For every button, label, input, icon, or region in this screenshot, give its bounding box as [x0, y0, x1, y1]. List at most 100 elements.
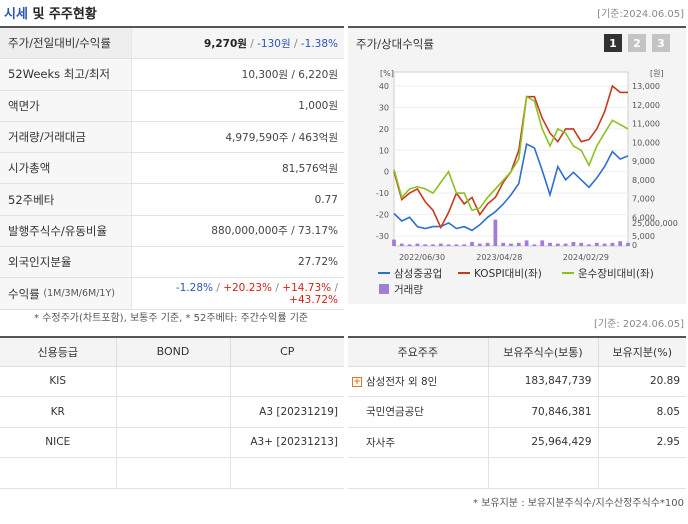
- return-3m: +20.23%: [223, 281, 273, 294]
- returns-row: 수익률 (1M/3M/6M/1Y) -1.28% / +20.23% / +14…: [0, 278, 344, 310]
- table-row: 52주베타 0.77: [0, 184, 344, 216]
- volume-bar: [407, 244, 412, 246]
- column-header: 신용등급: [0, 337, 117, 367]
- price-row: 주가/전일대비/수익률 9,270원 / -130원 / -1.38%: [0, 28, 344, 60]
- row-label: 거래량/거래대금: [0, 121, 132, 153]
- volume-bar: [587, 244, 591, 246]
- column-header: BOND: [116, 337, 231, 367]
- price-value: 9,270원 / -130원 / -1.38%: [204, 37, 338, 50]
- base-date: [기준:2024.06.05]: [597, 9, 684, 20]
- row-value: 81,576억원: [281, 162, 338, 175]
- credit-rating-table: 신용등급 BOND CP KIS KR A3 [20231219] NICE A…: [0, 336, 344, 489]
- table-header-row: 주요주주 보유주식수(보통) 보유지분(%): [348, 337, 686, 367]
- shareholder-table: 주요주주 보유주식수(보통) 보유지분(%) + 삼성전자 외 8인 183,84…: [348, 336, 686, 489]
- table-row: KR A3 [20231219]: [0, 396, 344, 428]
- holder-name-cell: + 삼성전자 외 8인: [348, 366, 489, 397]
- right-tick-label: 8,000: [632, 176, 655, 185]
- holder-name-cell: 국민연금공단: [348, 396, 489, 428]
- volume-tick-label: 25,000,000: [632, 219, 678, 228]
- cp-cell: A3+ [20231213]: [230, 427, 344, 458]
- return-1m: -1.28%: [175, 281, 213, 294]
- left-tick-label: -30: [376, 232, 389, 241]
- price-chart: [%] [원] 40 30 20 10 0 -10 -20 -30 13,000 12,000 11,0…: [376, 69, 678, 296]
- row-value: 0.77: [314, 193, 338, 206]
- chart-pager: 1 2 3: [604, 34, 670, 52]
- expand-plus-icon[interactable]: +: [352, 376, 362, 387]
- shares-cell: [488, 457, 599, 489]
- bond-cell: [116, 366, 231, 397]
- chart-page-3-button[interactable]: 3: [652, 34, 670, 52]
- left-axis-unit: [%]: [380, 69, 394, 78]
- pct-cell: 8.05: [598, 396, 686, 428]
- volume-bar: [610, 242, 615, 246]
- x-tick-label: 2022/06/30: [399, 253, 445, 262]
- legend-swatch: [379, 284, 389, 294]
- price-table: 주가/전일대비/수익률 9,270원 / -130원 / -1.38% 52We…: [0, 26, 344, 310]
- column-header: CP: [230, 337, 344, 367]
- volume-bar: [579, 242, 584, 246]
- volume-bar: [470, 242, 474, 246]
- right-tick-label: 11,000: [632, 120, 660, 129]
- chart-page-2-button[interactable]: 2: [628, 34, 646, 52]
- volume-bar: [594, 242, 599, 246]
- volume-bar: [555, 243, 560, 246]
- volume-bar: [626, 242, 630, 246]
- row-label: 52Weeks 최고/최저: [0, 59, 132, 90]
- x-tick-label: 2024/02/29: [563, 253, 609, 262]
- cp-cell: [230, 457, 344, 489]
- left-tick-label: 30: [379, 103, 389, 112]
- right-tick-label: 10,000: [632, 138, 660, 147]
- pct-cell: 20.89: [598, 366, 686, 397]
- cp-cell: A3 [20231219]: [230, 396, 344, 428]
- agency-cell: [0, 457, 117, 489]
- series-line: [393, 142, 629, 232]
- table-row: 자사주 25,964,429 2.95: [348, 427, 686, 458]
- volume-bar: [423, 244, 428, 246]
- return-1y: +43.72%: [289, 293, 338, 306]
- price-change: -130원: [257, 37, 291, 50]
- volume-bar: [602, 243, 607, 246]
- right-tick-label: 13,000: [632, 82, 660, 91]
- table-row: 외국인지분율 27.72%: [0, 247, 344, 279]
- price-rate: -1.38%: [300, 37, 338, 50]
- left-tick-label: -20: [376, 211, 389, 220]
- column-header: 주요주주: [348, 337, 489, 367]
- volume-bar: [509, 243, 513, 246]
- table-row: 국민연금공단 70,846,381 8.05: [348, 396, 686, 428]
- table-row: KIS: [0, 366, 344, 397]
- volume-bar: [454, 244, 459, 246]
- chart-panel: [%] [원] 40 30 20 10 0 -10 -20 -30 13,000 12,000 11,0…: [348, 26, 686, 304]
- row-label: 시가총액: [0, 153, 132, 184]
- base-date-2: [기준: 2024.06.05]: [593, 319, 684, 330]
- table-row: NICE A3+ [20231213]: [0, 427, 344, 458]
- row-label: 액면가: [0, 90, 132, 121]
- shares-cell: 183,847,739: [488, 366, 599, 397]
- volume-tick-label: 0: [632, 241, 637, 250]
- shares-cell: 25,964,429: [488, 427, 599, 458]
- volume-bar: [540, 240, 545, 246]
- right-tick-label: 9,000: [632, 157, 655, 166]
- chart-page-1-button[interactable]: 1: [604, 34, 622, 52]
- volume-bar: [524, 240, 529, 246]
- legend-label: 운수장비대비(좌): [578, 268, 654, 280]
- table-row: 시가총액 81,576억원: [0, 153, 344, 185]
- table-row: + 삼성전자 외 8인 183,847,739 20.89: [348, 366, 686, 397]
- left-tick-label: 20: [379, 125, 389, 134]
- current-price: 9,270원: [204, 37, 247, 50]
- volume-bar: [548, 242, 552, 246]
- left-tick-label: 40: [379, 82, 389, 91]
- section-title: 시세 및 주주현황: [4, 7, 97, 22]
- right-tick-label: 6,000: [632, 213, 655, 222]
- volume-bar: [563, 243, 568, 246]
- volume-bar: [532, 244, 537, 246]
- right-tick-label: 7,000: [632, 195, 655, 204]
- table-row: [348, 457, 686, 489]
- volume-bar: [618, 241, 623, 246]
- section-header: 시세 및 주주현황 [기준:2024.06.05]: [0, 0, 688, 24]
- column-header: 보유주식수(보통): [488, 337, 599, 367]
- row-label: 52주베타: [0, 184, 132, 215]
- shares-cell: 70,846,381: [488, 396, 599, 428]
- volume-bar: [446, 244, 451, 246]
- volume-bar: [392, 239, 396, 246]
- row-label: 발행주식수/유동비율: [0, 215, 132, 247]
